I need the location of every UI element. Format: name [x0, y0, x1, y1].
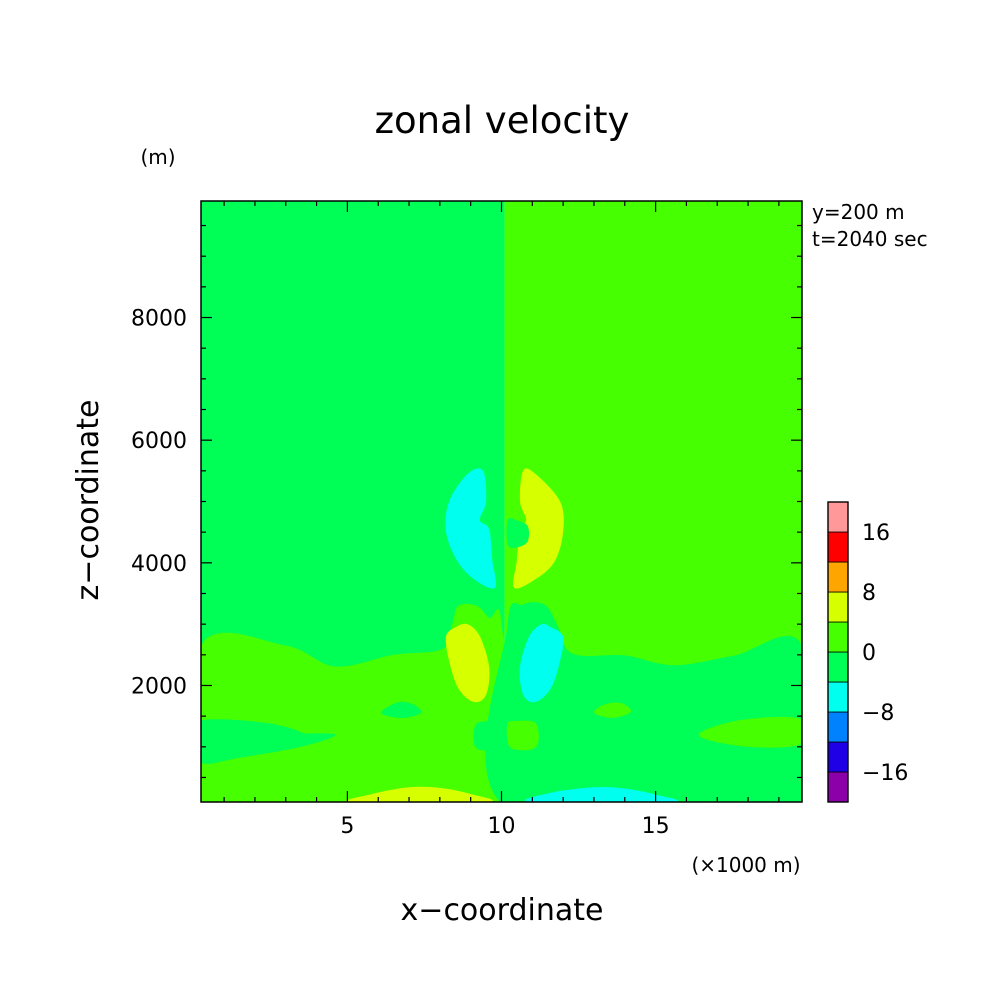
contour-region-3	[201, 719, 308, 746]
y-tick-label: 6000	[131, 429, 187, 454]
contour-region-0	[201, 603, 525, 802]
colorbar-swatch	[827, 531, 849, 563]
colorbar-label: −16	[862, 761, 908, 786]
contour-region-15	[506, 518, 530, 548]
chart-title: zonal velocity	[375, 99, 630, 142]
y-ticks: 2000 4000 6000 8000	[131, 224, 802, 779]
x-tick-label: 10	[488, 814, 516, 839]
contour-region-7	[473, 721, 510, 751]
x-unit-label: (×1000 m)	[691, 853, 800, 877]
colorbar-swatch	[827, 561, 849, 593]
colorbar-swatch	[827, 501, 849, 533]
contour-region-1	[485, 602, 802, 802]
contour-region-8	[506, 720, 539, 751]
y-tick-label: 8000	[131, 307, 187, 332]
colorbar-swatch	[827, 681, 849, 713]
colorbar-label: 0	[862, 641, 876, 666]
contour-region-14	[513, 468, 564, 589]
y-tick-label: 4000	[131, 552, 187, 577]
annotation-y: y=200 m	[812, 200, 905, 224]
x-tick-label: 15	[642, 814, 670, 839]
colorbar-label: 16	[862, 521, 890, 546]
contour-region-12	[519, 623, 564, 703]
y-unit-label: (m)	[140, 145, 175, 169]
colorbar: 16 8 0 −8 −16	[827, 501, 908, 803]
y-tick-label: 2000	[131, 674, 187, 699]
annotation-t: t=2040 sec	[812, 227, 928, 251]
colorbar-border	[827, 501, 849, 803]
colorbar-swatch	[827, 591, 849, 623]
colorbar-label: −8	[862, 701, 894, 726]
colorbar-swatch	[827, 771, 849, 803]
contour-region-9	[347, 786, 494, 802]
contour-region-5	[381, 701, 422, 719]
x-ticks: 5 10 15	[223, 201, 780, 839]
x-tick-label: 5	[340, 814, 354, 839]
colorbar-swatch	[827, 621, 849, 653]
plot-area: 5 10 15 2000 4000 6000 8000	[131, 200, 803, 839]
colorbar-label: 8	[862, 581, 876, 606]
contour-region-11	[445, 623, 490, 703]
colorbar-swatch	[827, 651, 849, 683]
colorbar-swatch	[827, 711, 849, 743]
colorbar-swatch	[827, 741, 849, 773]
contour-regions	[201, 201, 802, 802]
contour-region-6	[593, 702, 632, 719]
x-axis-label: x−coordinate	[401, 893, 604, 928]
contour-region-13	[445, 468, 497, 589]
y-axis-label: z−coordinate	[71, 400, 106, 601]
contour-region-4	[698, 716, 802, 748]
